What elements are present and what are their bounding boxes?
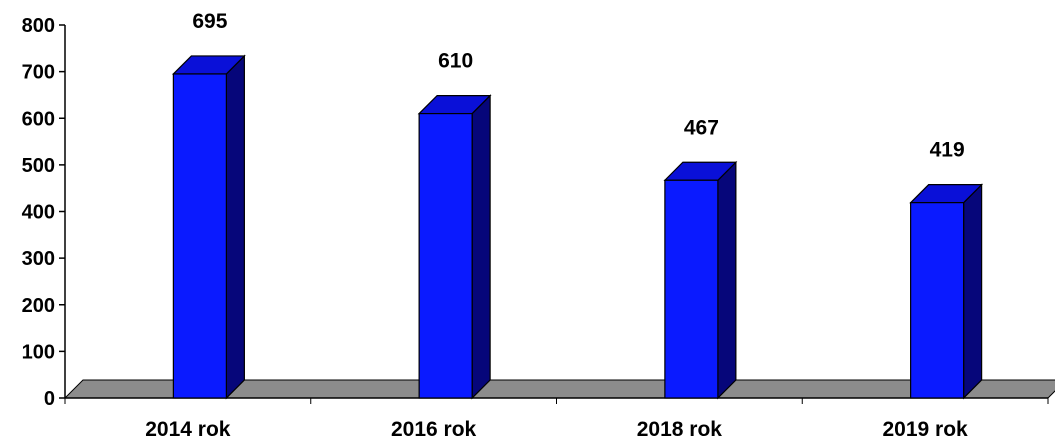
y-tick-label: 600	[22, 108, 55, 130]
x-axis-labels: 2014 rok 2016 rok 2018 rok 2019 rok	[145, 418, 968, 441]
bar-front-face	[910, 202, 965, 399]
y-tick-label: 200	[22, 295, 55, 317]
x-tick-label: 2019 rok	[883, 418, 969, 441]
bar-side-face	[717, 160, 737, 400]
data-label: 419	[930, 139, 965, 162]
bar-side-face	[225, 54, 245, 400]
data-label: 695	[192, 10, 227, 33]
y-tick-label: 300	[22, 248, 55, 270]
bar-2014-rok: 695	[171, 10, 246, 400]
bar-front-face	[418, 112, 473, 399]
bars: 695 610 467 419	[171, 10, 984, 400]
y-tick-label: 500	[22, 155, 55, 177]
y-tick-label: 100	[22, 341, 55, 363]
x-tick-label: 2014 rok	[145, 418, 231, 441]
bar-front-face	[664, 179, 719, 399]
data-label: 467	[684, 116, 719, 139]
bar-2016-rok: 610	[417, 50, 492, 400]
y-tick-label: 0	[44, 388, 55, 410]
x-tick-label: 2018 rok	[637, 418, 723, 441]
x-tick-label: 2016 rok	[391, 418, 477, 441]
bar-2018-rok: 467	[663, 116, 738, 400]
y-tick-label: 800	[22, 15, 55, 37]
y-tick-label: 400	[22, 202, 55, 224]
bar-side-face	[471, 94, 491, 400]
bar-front-face	[172, 73, 227, 399]
data-label: 610	[438, 50, 473, 73]
y-tick-label: 700	[22, 62, 55, 84]
bar-side-face	[963, 183, 983, 400]
bar-2019-rok: 419	[909, 139, 984, 400]
y-axis-ticks: 0 100 200 300 400 500 600 700 800	[22, 15, 65, 410]
